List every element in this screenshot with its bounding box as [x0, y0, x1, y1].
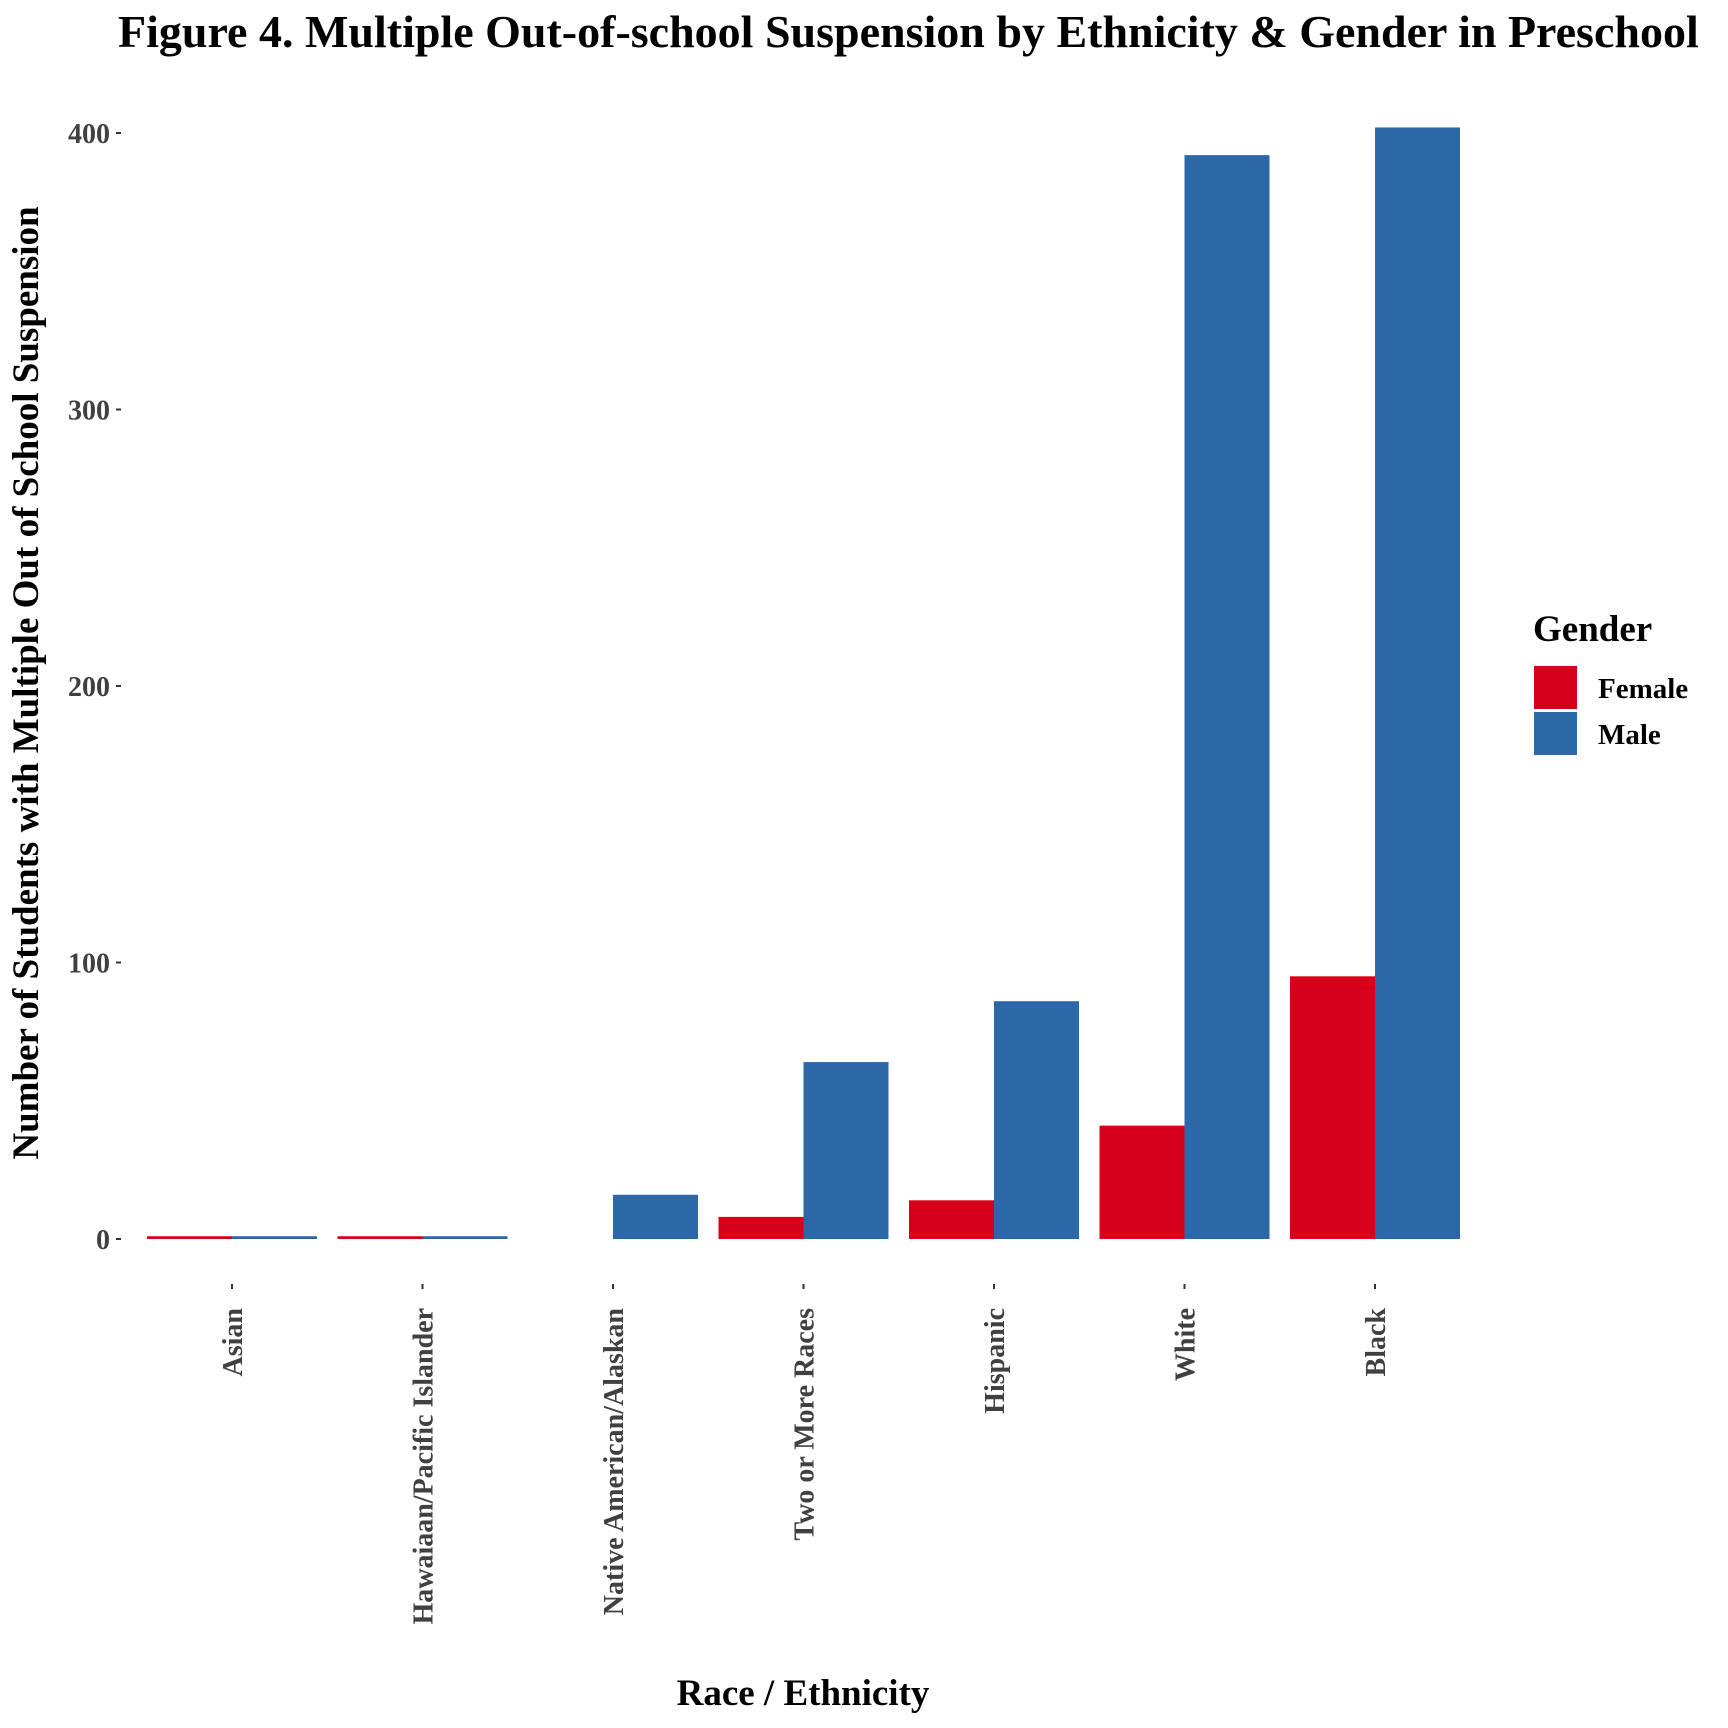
bar-male: Male — Black: 402	[1375, 127, 1460, 1240]
bar-male: Male — Two or More Races: 64	[803, 1062, 889, 1239]
y-tick-label: 200	[68, 672, 110, 703]
bar-female: Female — Two or More Races: 8	[718, 1216, 804, 1239]
legend-label-female: Female	[1598, 673, 1688, 705]
y-axis: 0 100 200 300 400	[68, 119, 121, 1256]
chart-title: Figure 4. Multiple Out-of-school Suspens…	[118, 6, 1699, 57]
y-tick-label: 400	[68, 119, 110, 150]
bar-male: Male — Asian: 1	[232, 1236, 317, 1239]
bar-female: Female — Asian: 1	[147, 1236, 232, 1239]
x-axis-label: Race / Ethnicity	[677, 1673, 930, 1714]
bar-male: Male — Hispanic: 86	[994, 1001, 1079, 1239]
legend-swatch-male	[1534, 712, 1577, 755]
y-tick-label: 300	[68, 396, 110, 427]
x-tick-label: Black	[1361, 1308, 1392, 1377]
x-axis: Asian Hawaiaan/Pacific Islander Native Ame…	[218, 1284, 1392, 1625]
x-tick-label: Asian	[218, 1308, 249, 1377]
y-axis-label: Number of Students with Multiple Out of …	[6, 206, 47, 1160]
bar-male: Male — Native American/Alaskan: 16	[613, 1194, 698, 1239]
legend-label-male: Male	[1598, 719, 1661, 751]
bar-female: Female — White: 41	[1099, 1125, 1185, 1239]
legend-swatch-female	[1534, 666, 1577, 709]
x-tick-label: Native American/Alaskan	[599, 1308, 630, 1616]
y-tick-label: 0	[96, 1225, 110, 1256]
legend-items: Female Male	[1534, 666, 1688, 755]
x-tick-label: Two or More Races	[790, 1308, 821, 1541]
y-tick-label: 100	[68, 949, 110, 980]
bar-male: Male — White: 392	[1184, 155, 1270, 1239]
bar-female: Female — Hispanic: 14	[909, 1200, 994, 1239]
x-tick-label: Hawaiaan/Pacific Islander	[409, 1308, 440, 1625]
x-tick-label: White	[1171, 1308, 1202, 1381]
x-tick-label: Hispanic	[980, 1308, 1011, 1414]
bar-male: Male — Hawaiaan/Pacific Islander: 1	[422, 1236, 508, 1239]
bar-female: Female — Black: 95	[1290, 976, 1375, 1239]
bars-group: Female — Asian: 1Male — Asian: 1 Female —…	[147, 127, 1460, 1240]
bar-female: Female — Hawaiaan/Pacific Islander: 1	[337, 1236, 423, 1239]
legend: Gender Female Male	[1533, 609, 1688, 755]
legend-title: Gender	[1533, 609, 1652, 650]
